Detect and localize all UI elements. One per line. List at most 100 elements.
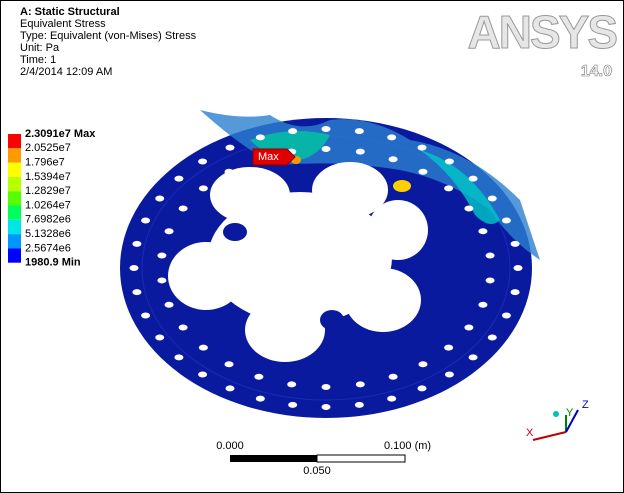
scale-bar-light xyxy=(317,455,405,462)
header-line: A: Static Structural xyxy=(20,6,120,18)
legend-band xyxy=(8,206,21,220)
hole xyxy=(256,134,265,140)
legend-label: 5.1328e6 xyxy=(25,228,71,240)
hole xyxy=(165,302,174,308)
hole xyxy=(444,185,453,191)
legend-label: 2.3091e7 Max xyxy=(25,128,96,140)
legend-label: 1980.9 Min xyxy=(25,257,81,269)
hole xyxy=(356,149,365,155)
hole xyxy=(355,402,364,408)
legend-band xyxy=(8,191,21,205)
hole xyxy=(418,361,427,367)
hole xyxy=(157,253,166,259)
triad-x: X xyxy=(526,427,534,439)
hole xyxy=(174,354,183,360)
hole xyxy=(478,228,487,234)
hole xyxy=(418,145,427,151)
hole xyxy=(389,156,398,162)
hole xyxy=(179,325,188,331)
hole xyxy=(356,381,365,387)
hole xyxy=(198,159,207,165)
legend-label: 1.796e7 xyxy=(25,157,65,169)
hole xyxy=(256,396,265,402)
hole xyxy=(132,241,141,247)
hole xyxy=(511,289,520,295)
hole xyxy=(469,354,478,360)
legend-band xyxy=(8,248,21,262)
hole xyxy=(511,241,520,247)
legend-label: 7.6982e6 xyxy=(25,214,71,226)
hole xyxy=(288,402,297,408)
hole xyxy=(322,384,331,390)
header-line: Equivalent Stress xyxy=(20,18,106,30)
hole xyxy=(199,185,208,191)
hole xyxy=(486,253,495,259)
hole xyxy=(225,361,234,367)
hole xyxy=(488,196,497,202)
legend-band xyxy=(8,148,21,162)
hole xyxy=(514,265,523,271)
hole xyxy=(322,146,331,152)
hole xyxy=(141,217,150,223)
hole xyxy=(502,217,511,223)
hole xyxy=(226,145,235,151)
hole xyxy=(165,228,174,234)
hole xyxy=(445,371,454,377)
hole xyxy=(157,277,166,283)
hole xyxy=(141,313,150,319)
hole xyxy=(174,176,183,182)
screenshot: 2.3091e7 Max2.0525e71.796e71.5394e71.282… xyxy=(0,0,624,493)
scale-middle: 0.050 xyxy=(303,465,331,477)
legend-band xyxy=(8,234,21,248)
legend-label: 1.5394e7 xyxy=(25,171,71,183)
legend-band xyxy=(8,220,21,234)
header-line: 2/4/2014 12:09 AM xyxy=(20,66,112,78)
triad-z: Z xyxy=(582,399,589,411)
hole xyxy=(155,196,164,202)
hole xyxy=(464,325,473,331)
legend-band xyxy=(8,134,21,148)
probe: Max xyxy=(253,149,295,165)
hole xyxy=(478,302,487,308)
hole xyxy=(389,374,398,380)
hole xyxy=(198,371,207,377)
hole xyxy=(322,126,331,132)
hole xyxy=(155,335,164,341)
hole xyxy=(179,206,188,212)
hole xyxy=(387,396,396,402)
probe-label: Max xyxy=(258,151,279,163)
hole xyxy=(469,176,478,182)
hole xyxy=(254,374,263,380)
hole xyxy=(502,313,511,319)
legend-band xyxy=(8,177,21,191)
legend-label: 1.0264e7 xyxy=(25,199,71,211)
hole xyxy=(444,345,453,351)
hole xyxy=(355,128,364,134)
legend-label: 2.5674e6 xyxy=(25,242,71,254)
hole xyxy=(226,385,235,391)
logo-version: 14.0 xyxy=(581,63,612,80)
hole xyxy=(387,134,396,140)
header-line: Unit: Pa xyxy=(20,42,60,54)
hole xyxy=(418,385,427,391)
hole xyxy=(445,159,454,165)
hole xyxy=(199,345,208,351)
legend-label: 1.2829e7 xyxy=(25,185,71,197)
scale-bar-dark xyxy=(230,455,317,462)
hole xyxy=(225,169,234,175)
hole xyxy=(488,335,497,341)
hole xyxy=(287,381,296,387)
header-line: Type: Equivalent (von-Mises) Stress xyxy=(20,30,197,42)
hole xyxy=(130,265,139,271)
hole xyxy=(322,404,331,410)
hole xyxy=(464,206,473,212)
legend-band xyxy=(8,163,21,177)
logo-name: ANSYS xyxy=(468,6,617,58)
scale-right: 0.100 (m) xyxy=(384,440,431,452)
hole xyxy=(418,169,427,175)
triad-y: Y xyxy=(566,407,574,419)
hole xyxy=(132,289,141,295)
scale-left: 0.000 xyxy=(216,440,244,452)
header-line: Time: 1 xyxy=(20,54,56,66)
hole xyxy=(288,128,297,134)
